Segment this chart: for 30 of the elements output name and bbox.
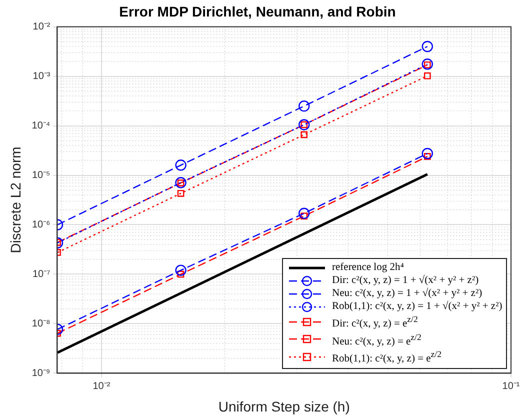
point — [298, 100, 310, 112]
legend-label: reference log 2h⁴ — [332, 261, 404, 274]
legend-label: Dir: c²(x, y, z) = 1 + √(x² + y² + z²) — [332, 274, 479, 288]
x-axis-title: Uniform Step size (h) — [218, 398, 350, 414]
point — [300, 131, 308, 138]
point — [422, 40, 433, 52]
y-tick-label: 10⁻⁹ — [32, 368, 50, 379]
y-tick-label: 10⁻⁵ — [32, 170, 50, 182]
y-tick-label: 10⁻⁸ — [32, 318, 50, 330]
chart-title: Error MDP Dirichlet, Neumann, and Robin — [119, 3, 396, 20]
point — [422, 148, 433, 160]
point — [177, 270, 184, 278]
x-tick-label: 10⁻¹ — [502, 380, 520, 392]
legend-label: Neu: c²(x, y, z) = e$^{z/2}$ — [332, 330, 422, 348]
y-tick-label: 10⁻⁶ — [32, 219, 50, 230]
point — [175, 264, 186, 276]
point — [298, 208, 310, 219]
y-tick-label: 10⁻² — [32, 22, 51, 33]
point — [175, 160, 186, 171]
y-axis-title: Discrete L2 norm — [7, 146, 24, 254]
point — [422, 58, 433, 70]
point — [424, 72, 431, 80]
y-tick-label: 10⁻⁷ — [32, 268, 51, 280]
legend-label: Rob(1,1): c²(x, y, z) = 1 + √(x² + y² + z²) — [332, 300, 502, 314]
legend-label: Dir: c²(x, y, z) = e$^{z/2}$ — [332, 313, 418, 331]
legend-label: Neu: c²(x, y, z) = 1 + √(x² + y² + z²) — [332, 287, 482, 300]
y-tick-label: 10⁻⁴ — [32, 120, 50, 132]
point — [177, 190, 184, 197]
legend-label: Rob(1,1): c²(x, y, z) = e$^{z/2}$ — [332, 348, 442, 366]
y-tick-label: 10⁻³ — [32, 71, 51, 82]
